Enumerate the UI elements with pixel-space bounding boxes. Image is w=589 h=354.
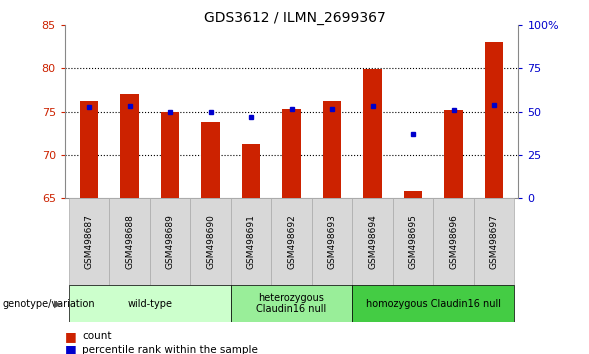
Bar <box>242 144 260 198</box>
Text: GDS3612 / ILMN_2699367: GDS3612 / ILMN_2699367 <box>204 11 385 25</box>
Text: wild-type: wild-type <box>127 298 173 309</box>
Bar <box>150 198 190 285</box>
Text: GSM498696: GSM498696 <box>449 214 458 269</box>
Text: ▶: ▶ <box>54 298 62 309</box>
Text: homozygous Claudin16 null: homozygous Claudin16 null <box>366 298 501 309</box>
Bar <box>110 198 150 285</box>
Bar <box>393 198 434 285</box>
Text: GSM498689: GSM498689 <box>166 214 174 269</box>
Bar <box>363 69 382 198</box>
Text: GSM498697: GSM498697 <box>489 214 498 269</box>
Bar <box>312 198 352 285</box>
Bar <box>80 101 98 198</box>
Bar <box>161 112 179 198</box>
Text: GSM498695: GSM498695 <box>409 214 418 269</box>
Text: ■: ■ <box>65 343 77 354</box>
Bar <box>485 42 503 198</box>
Text: GSM498693: GSM498693 <box>327 214 336 269</box>
Bar <box>190 198 231 285</box>
Text: genotype/variation: genotype/variation <box>3 298 95 309</box>
Bar <box>121 94 138 198</box>
Bar <box>404 191 422 198</box>
Bar <box>69 198 110 285</box>
Text: percentile rank within the sample: percentile rank within the sample <box>82 345 259 354</box>
Bar <box>323 101 341 198</box>
Text: heterozygous
Claudin16 null: heterozygous Claudin16 null <box>256 293 327 314</box>
Text: GSM498688: GSM498688 <box>125 214 134 269</box>
Bar <box>272 198 312 285</box>
Bar <box>474 198 514 285</box>
Text: GSM498694: GSM498694 <box>368 214 377 269</box>
Text: GSM498691: GSM498691 <box>247 214 256 269</box>
Bar <box>231 285 352 322</box>
Text: count: count <box>82 331 112 341</box>
Text: GSM498687: GSM498687 <box>85 214 94 269</box>
Bar <box>434 198 474 285</box>
Bar <box>201 122 220 198</box>
Bar <box>352 198 393 285</box>
Bar <box>283 109 300 198</box>
Text: ■: ■ <box>65 330 77 343</box>
Bar <box>352 285 514 322</box>
Text: GSM498692: GSM498692 <box>287 214 296 269</box>
Bar <box>69 285 231 322</box>
Text: GSM498690: GSM498690 <box>206 214 215 269</box>
Bar <box>445 110 462 198</box>
Bar <box>231 198 272 285</box>
